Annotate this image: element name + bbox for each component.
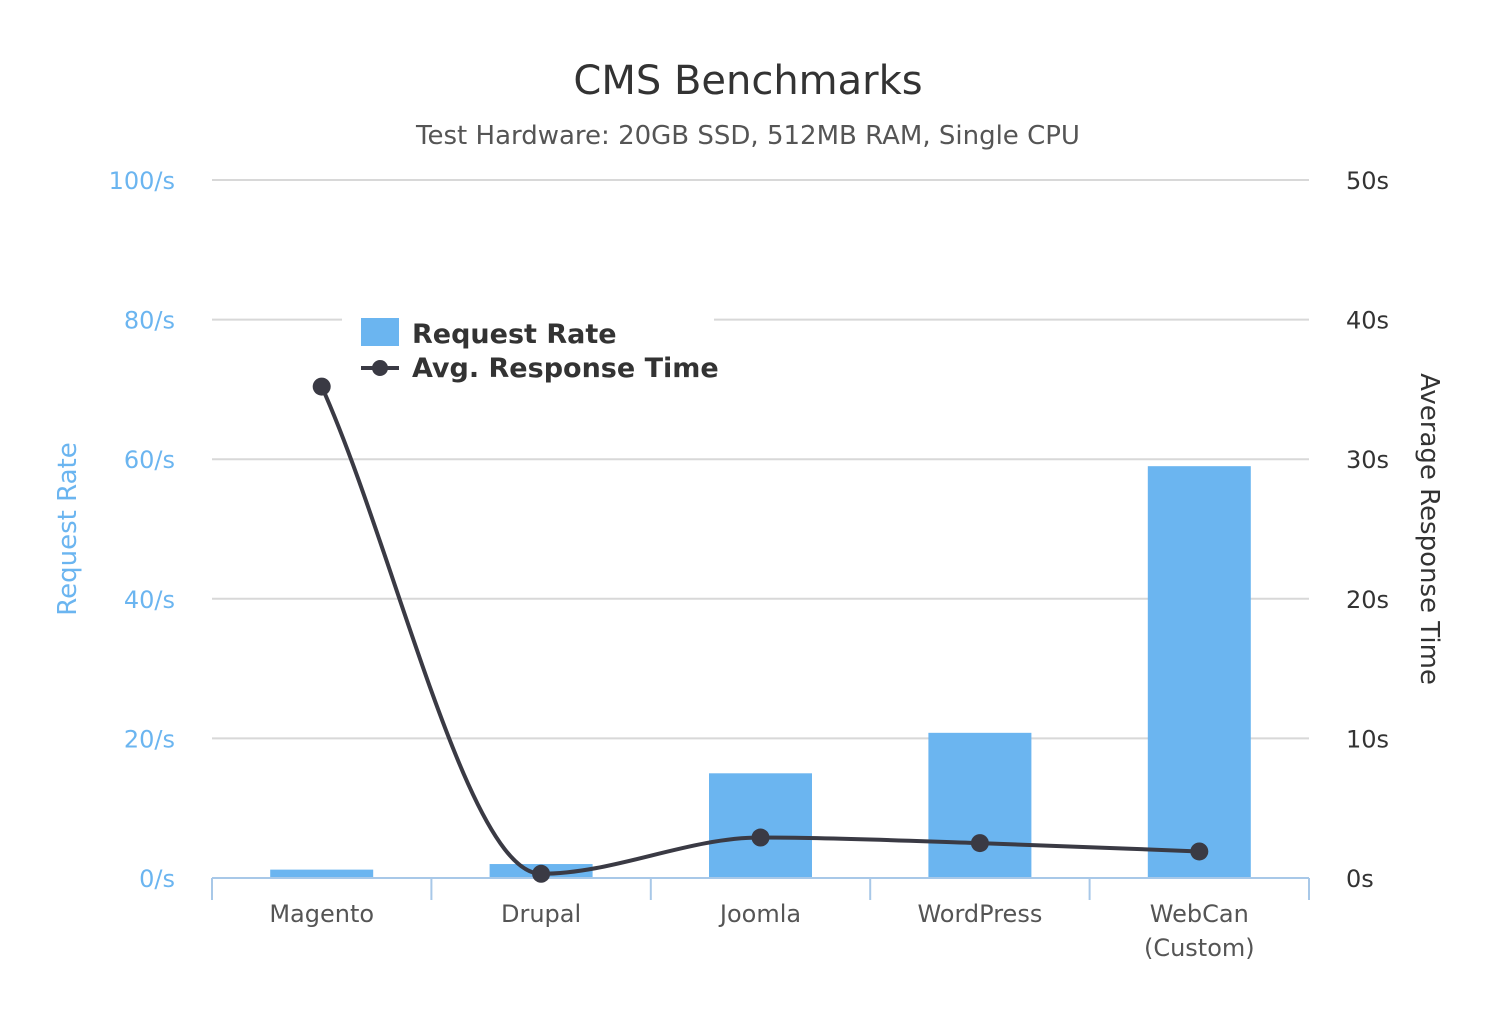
chart-title: CMS Benchmarks <box>573 58 922 104</box>
x-tick-label: Drupal <box>501 900 581 928</box>
legend-label-response-time: Avg. Response Time <box>412 353 719 384</box>
right-tick-label: 30s <box>1346 446 1389 474</box>
left-axis-title: Request Rate <box>53 442 83 616</box>
line-point <box>312 377 331 396</box>
right-tick-label: 40s <box>1346 307 1389 335</box>
legend-label-request-rate: Request Rate <box>412 319 617 350</box>
grid-lines <box>212 179 1309 740</box>
legend[interactable]: Request Rate Avg. Response Time <box>342 308 719 388</box>
left-tick-label: 100/s <box>109 167 175 195</box>
legend-swatch-bar <box>361 318 399 346</box>
line-series <box>312 377 1209 883</box>
x-tick-label: Magento <box>269 900 374 928</box>
line-point <box>532 864 551 883</box>
right-tick-label: 0s <box>1346 865 1374 893</box>
x-tick-label: Joomla <box>718 900 801 928</box>
left-tick-label: 0/s <box>139 865 175 893</box>
bar <box>1147 466 1251 878</box>
tick-labels: 0/s 0s 20/s 10s 40/s 20s 60/s 30s 80/s 40s 100/s 50… <box>109 167 1389 962</box>
chart-subtitle: Test Hardware: 20GB SSD, 512MB RAM, Sing… <box>415 121 1080 151</box>
x-tick-label: WebCan (Custom) <box>1144 900 1255 962</box>
right-tick-label: 50s <box>1346 167 1389 195</box>
bar <box>709 773 812 878</box>
line-point <box>970 834 989 853</box>
right-axis-title: Average Response Time <box>1414 373 1444 685</box>
left-tick-label: 40/s <box>124 586 175 614</box>
right-tick-label: 10s <box>1346 725 1389 753</box>
left-tick-label: 80/s <box>124 307 175 335</box>
bar-series <box>270 466 1251 878</box>
x-axis <box>211 877 1310 900</box>
response-time-line <box>319 385 1200 876</box>
legend-item-request-rate[interactable]: Request Rate <box>361 318 617 350</box>
legend-swatch-marker <box>372 360 388 376</box>
legend-item-response-time[interactable]: Avg. Response Time <box>361 353 719 384</box>
left-tick-label: 60/s <box>124 446 175 474</box>
legend-background <box>342 308 714 388</box>
right-tick-label: 20s <box>1346 586 1389 614</box>
line-point <box>751 828 770 847</box>
bar <box>270 869 374 878</box>
bar <box>928 732 1032 878</box>
left-tick-label: 20/s <box>124 725 175 753</box>
x-tick-label: WordPress <box>917 900 1042 928</box>
line-point <box>1190 842 1209 861</box>
